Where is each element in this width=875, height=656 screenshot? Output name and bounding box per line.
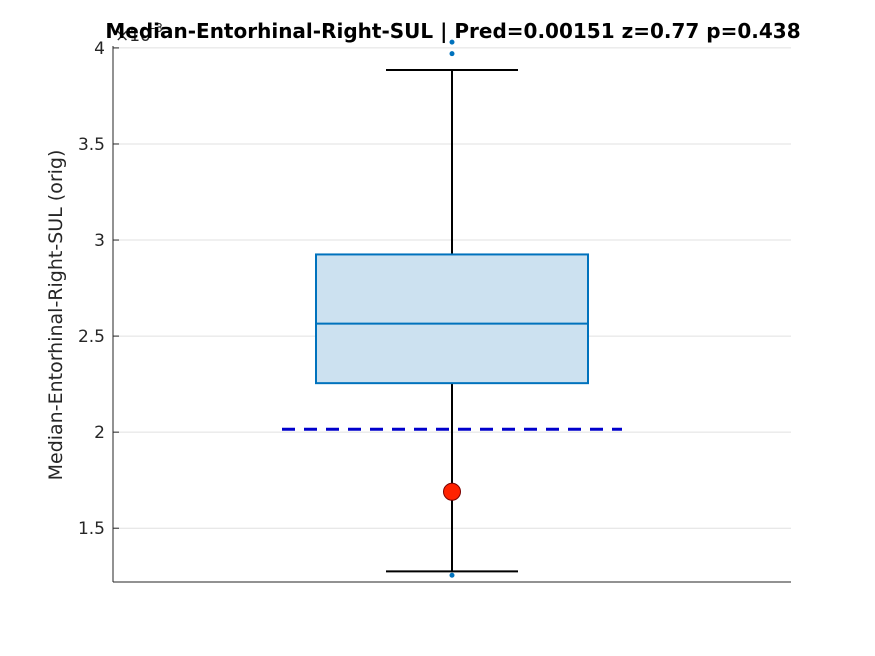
box-plot [315, 69, 589, 573]
y-axis-ticks: 1.5 2 2.5 3 3.5 4 [78, 39, 119, 539]
y-tick-label: 2 [94, 423, 105, 443]
outlier-point [449, 39, 455, 45]
outlier-point [449, 572, 455, 578]
iqr-box [315, 253, 589, 385]
chart-title: Median-Entorhinal-Right-SUL | Pred=0.001… [105, 19, 800, 43]
outlier-point [449, 51, 455, 57]
predicted-value-marker [443, 482, 461, 501]
y-tick-label: 4 [94, 39, 105, 59]
y-tick-label: 3.5 [78, 135, 105, 155]
y-tick-label: 2.5 [78, 327, 105, 347]
outlier-points [449, 39, 455, 578]
y-tick-label: 3 [94, 231, 105, 251]
y-tick-label: 1.5 [78, 519, 105, 539]
y-axis-label: Median-Entorhinal-Right-SUL (orig) [45, 150, 67, 481]
y-axis-exponent: ×10-3 [115, 21, 163, 46]
